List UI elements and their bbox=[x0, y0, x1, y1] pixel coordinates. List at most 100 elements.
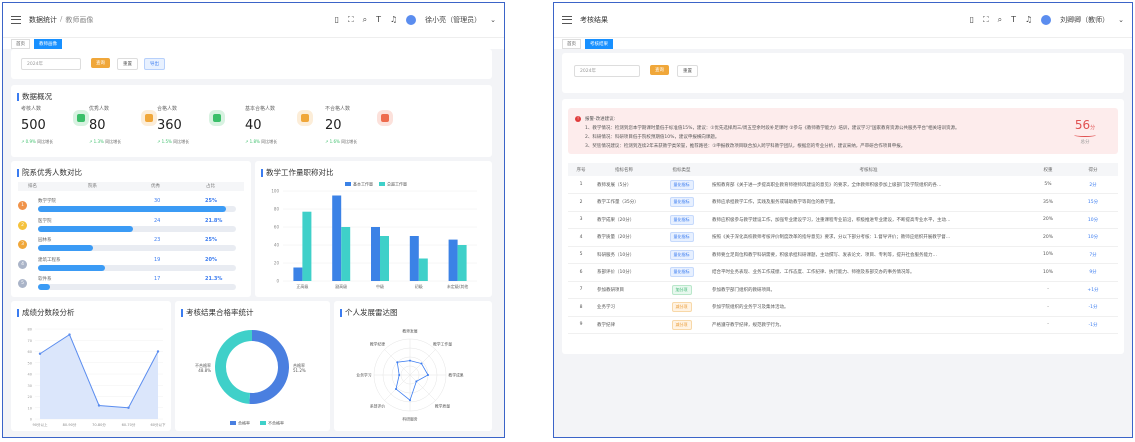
legend-label: 基本工作量 bbox=[353, 181, 373, 187]
weight: - bbox=[1028, 298, 1068, 317]
radar-axis bbox=[409, 374, 436, 401]
search-icon[interactable]: ⌕ bbox=[362, 15, 368, 24]
x-tick-label: 70-80分 bbox=[92, 422, 106, 427]
type-tag: 量化指标 bbox=[669, 249, 694, 260]
avatar[interactable] bbox=[406, 15, 417, 25]
user-name[interactable]: 徐小亮（管理员） bbox=[425, 16, 482, 24]
font-size-icon[interactable]: T bbox=[376, 15, 381, 24]
score[interactable]: 9分 bbox=[1068, 263, 1118, 282]
stat-item: 考核人数 500 ↗ 0.9% 同比增长 bbox=[21, 105, 53, 145]
year-picker[interactable]: 2024年 bbox=[574, 65, 640, 77]
search-button[interactable]: 查询 bbox=[650, 65, 669, 75]
score[interactable]: -1分 bbox=[1068, 298, 1118, 317]
fullscreen-icon[interactable]: ⛶ bbox=[347, 15, 354, 24]
weight: 10% bbox=[1028, 263, 1068, 282]
progress-fill bbox=[38, 264, 106, 271]
chevron-down-icon[interactable]: ⌄ bbox=[1118, 16, 1124, 24]
legend-label: 总超工作量 bbox=[387, 181, 407, 187]
bar bbox=[341, 227, 351, 281]
weight: 10% bbox=[1028, 246, 1068, 264]
slice-label: 不合格率 bbox=[195, 362, 211, 368]
menu-toggle-icon[interactable] bbox=[11, 16, 21, 24]
user-name[interactable]: 刘卿卿（教师） bbox=[1060, 16, 1110, 24]
export-button[interactable]: 导出 bbox=[144, 58, 165, 70]
indicator-type: 量化指标 bbox=[654, 228, 709, 247]
assessment-result-screen: 考核结果 ▯ ⛶ ⌕ T ♫ 刘卿卿（教师） ⌄ 首页 考核结果 2024年 查… bbox=[553, 2, 1133, 438]
menu-toggle-icon[interactable] bbox=[562, 16, 572, 24]
weight: 35% bbox=[1028, 193, 1068, 212]
reset-button[interactable]: 重置 bbox=[117, 58, 138, 70]
year-picker[interactable]: 2024年 bbox=[21, 58, 81, 70]
score[interactable]: 10分 bbox=[1068, 228, 1118, 247]
radar-axis-label: 教师发展 bbox=[402, 329, 417, 334]
progress-track bbox=[38, 225, 236, 232]
weight: - bbox=[1028, 316, 1068, 334]
assessment-standard: 按照《关于深化高校教师考核评价制度改革的指导意见》要求，分以下部分考核：1.督导… bbox=[709, 228, 1028, 247]
reset-button[interactable]: 重置 bbox=[677, 65, 698, 77]
search-button[interactable]: 查询 bbox=[91, 58, 110, 68]
radar-point bbox=[398, 374, 401, 376]
score-area-chart: 0 10 20 30 40 50 60 70 80 90分以上 80-90分 70-80分 60-70分… bbox=[28, 328, 166, 428]
font-size-icon[interactable]: T bbox=[1011, 15, 1016, 24]
y-tick-label: 50 bbox=[28, 361, 32, 365]
search-icon[interactable]: ⌕ bbox=[997, 15, 1003, 24]
trend-up-icon: ↗ bbox=[245, 139, 250, 144]
bell-icon[interactable]: ♫ bbox=[1024, 15, 1033, 24]
score[interactable]: 7分 bbox=[1068, 246, 1118, 264]
bell-icon[interactable]: ♫ bbox=[389, 15, 398, 24]
rank-badge: 5 bbox=[18, 279, 27, 288]
dept-name: 园林系 bbox=[38, 238, 52, 243]
data-point bbox=[38, 352, 42, 355]
stat-icon bbox=[377, 110, 393, 126]
tab-assessment-result[interactable]: 考核结果 bbox=[585, 38, 613, 49]
score[interactable]: 10分 bbox=[1068, 211, 1118, 229]
type-tag: 减分项 bbox=[671, 319, 692, 330]
mobile-icon[interactable]: ▯ bbox=[334, 15, 339, 24]
assessment-standard: 按照教育部《关于进一步提高职业教育师德师风建设的意见》的要求，全体教师积极参加上… bbox=[709, 176, 1028, 194]
stat-item: 基本合格人数 40 ↗ 1.8% 同比增长 bbox=[245, 105, 277, 145]
chevron-down-icon[interactable]: ⌄ bbox=[490, 16, 496, 24]
trend-pct: 1.6% bbox=[329, 139, 340, 144]
score[interactable]: 15分 bbox=[1068, 193, 1118, 212]
radar-axis-label: 科研服务 bbox=[402, 417, 417, 422]
excellent-count: 23 bbox=[154, 237, 161, 243]
tab-teacher-profile[interactable]: 教师画像 bbox=[34, 38, 62, 49]
y-tick-label: 0 bbox=[276, 279, 279, 284]
data-point bbox=[127, 406, 130, 409]
table-header: 序号 bbox=[568, 163, 594, 176]
radar-point bbox=[396, 361, 399, 364]
breadcrumb-item[interactable]: 数据统计 bbox=[29, 16, 57, 24]
col-rank: 排名 bbox=[28, 184, 37, 189]
row-no: 2 bbox=[568, 193, 594, 212]
tab-home[interactable]: 首页 bbox=[11, 38, 30, 49]
avatar[interactable] bbox=[1041, 15, 1052, 25]
ranking-row: 4 建筑工程系 19 20% bbox=[18, 257, 244, 272]
tab-home[interactable]: 首页 bbox=[562, 38, 581, 49]
radar-axis-label: 系部评价 bbox=[370, 404, 385, 409]
progress-fill bbox=[38, 284, 50, 290]
table-row: 2 教学工作量（35分） 量化指标 教师应承担教学工作，实践及服务或辅助教学等岗… bbox=[568, 193, 1118, 212]
filter-card: 2024年 查询 重置 bbox=[562, 53, 1124, 93]
legend-swatch bbox=[260, 421, 266, 425]
fullscreen-icon[interactable]: ⛶ bbox=[982, 15, 989, 24]
standard-text: 教师应承担教学工作，实践及服务或辅助教学等岗位的教学量。 bbox=[712, 200, 838, 206]
breadcrumb: 考核结果 bbox=[580, 15, 608, 25]
table-header: 考核标准 bbox=[709, 163, 1028, 176]
radar-point bbox=[409, 399, 411, 402]
mobile-icon[interactable]: ▯ bbox=[969, 15, 974, 24]
breadcrumb-current: 考核结果 bbox=[580, 16, 608, 24]
indicator-type: 量化指标 bbox=[654, 193, 709, 212]
excellent-ratio: 21.8% bbox=[205, 217, 223, 224]
radar-axis-label: 业务学习 bbox=[356, 373, 371, 378]
data-point bbox=[97, 404, 101, 407]
table-header: 权重 bbox=[1028, 163, 1068, 176]
x-tick-label: 未定级/其他 bbox=[447, 283, 468, 289]
y-tick-label: 0 bbox=[30, 418, 32, 422]
score[interactable]: +1分 bbox=[1068, 281, 1118, 299]
bar bbox=[332, 195, 342, 281]
score[interactable]: 2分 bbox=[1068, 176, 1118, 194]
standard-text: 严格遵守教学纪律，规范教学行为。 bbox=[712, 322, 784, 328]
weight: - bbox=[1028, 281, 1068, 299]
score[interactable]: -1分 bbox=[1068, 316, 1118, 334]
